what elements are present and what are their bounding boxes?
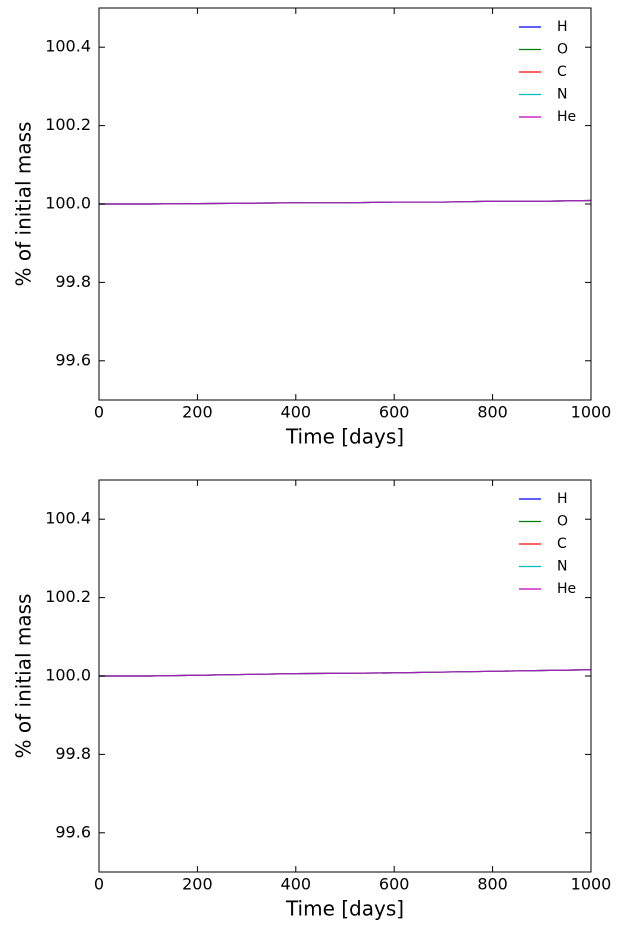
x-tick-label: 200	[182, 875, 213, 894]
legend-label: H	[557, 491, 568, 507]
chart-panel: 0 200 400 600 800 1000 99.6 99.8 100.0 100.2 100.4…	[12, 479, 612, 921]
legend-label: He	[557, 581, 576, 597]
data-line	[99, 669, 592, 677]
y-tick-label: 100.2	[45, 115, 91, 134]
y-axis-label: % of initial mass	[12, 122, 36, 287]
x-tick-label: 800	[477, 403, 508, 422]
x-axis-label: Time [days]	[285, 425, 404, 449]
y-tick-label: 100.4	[45, 509, 91, 528]
x-tick-label: 800	[477, 875, 508, 894]
legend-label: N	[557, 87, 567, 103]
y-tick-label: 99.6	[55, 822, 91, 841]
legend-label: O	[557, 514, 568, 530]
legend-label: N	[557, 559, 567, 575]
x-tick-label: 200	[182, 403, 213, 422]
y-tick-label: 100.0	[45, 194, 91, 213]
x-tick-label: 400	[281, 875, 312, 894]
y-tick-label: 99.8	[55, 744, 91, 763]
y-tick-label: 99.6	[55, 350, 91, 369]
data-line	[99, 199, 592, 205]
y-tick-label: 100.0	[45, 666, 91, 685]
x-tick-label: 0	[94, 875, 104, 894]
legend-label: C	[557, 536, 567, 552]
chart-panel: 0 200 400 600 800 1000 99.6 99.8 100.0 100.2 100.4…	[12, 7, 612, 449]
y-axis-label: % of initial mass	[12, 594, 36, 759]
y-tick-label: 100.2	[45, 587, 91, 606]
legend-label: C	[557, 64, 567, 80]
y-tick-label: 99.8	[55, 272, 91, 291]
legend-label: H	[557, 19, 568, 35]
x-axis-label: Time [days]	[285, 897, 404, 921]
x-tick-label: 0	[94, 403, 104, 422]
legend-label: He	[557, 109, 576, 125]
x-tick-label: 600	[379, 403, 410, 422]
x-tick-label: 400	[281, 403, 312, 422]
legend-label: O	[557, 42, 568, 58]
x-tick-label: 1000	[571, 403, 612, 422]
x-tick-label: 1000	[571, 875, 612, 894]
x-tick-label: 600	[379, 875, 410, 894]
y-tick-label: 100.4	[45, 37, 91, 56]
